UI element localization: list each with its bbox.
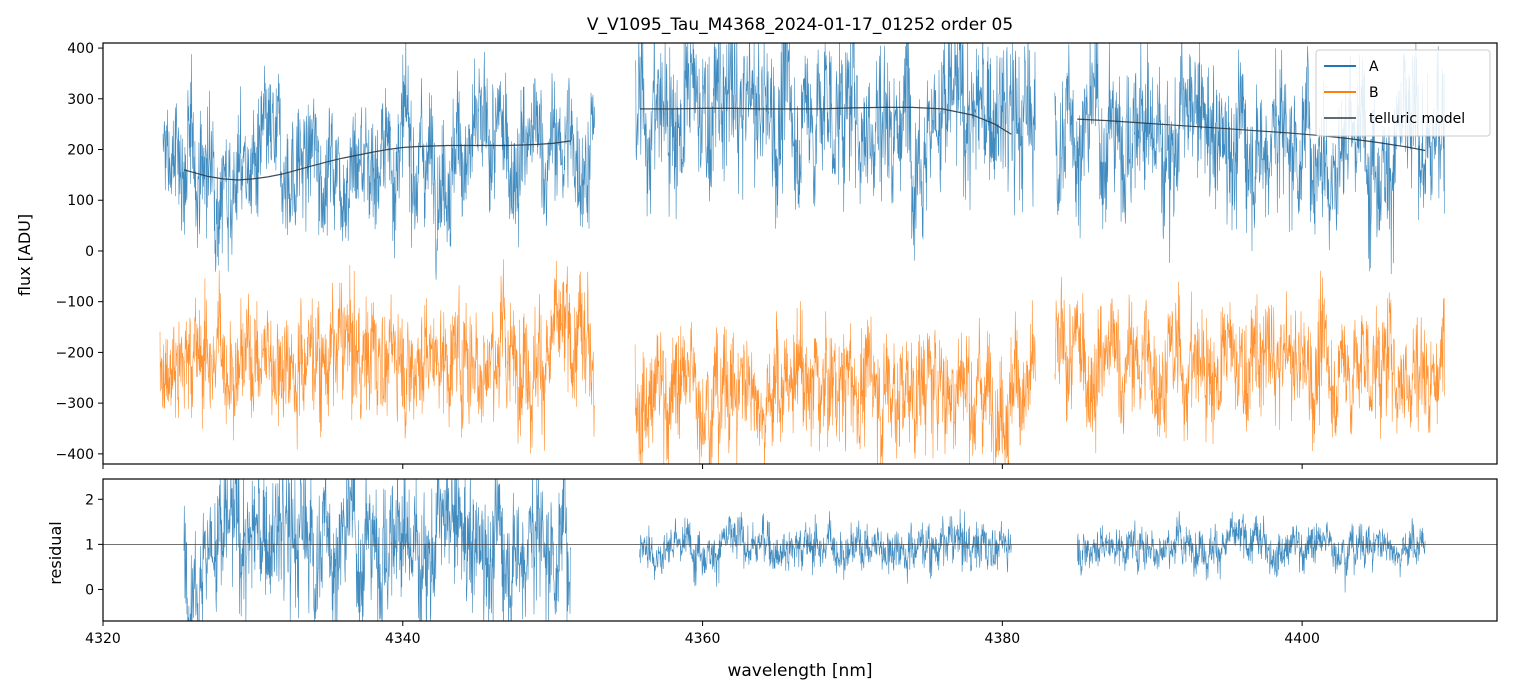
- flux-y-tick-label: 400: [67, 41, 94, 57]
- x-tick-label: 4340: [385, 631, 421, 647]
- residual-axes-frame: [102, 478, 1498, 622]
- telluric-model-segment-1: [183, 140, 571, 181]
- legend-box: [1315, 49, 1491, 137]
- legend: A B telluric model: [1315, 49, 1491, 137]
- residual-plot-area: [103, 479, 1497, 621]
- residual-segment-2: [639, 509, 1012, 587]
- series-b-segment-3: [1054, 270, 1445, 454]
- flux-y-tick-label: 300: [67, 92, 94, 108]
- flux-y-tick-label: −100: [56, 295, 94, 311]
- series-a-segment-1: [162, 43, 595, 280]
- legend-label-a: A: [1369, 59, 1379, 75]
- flux-panel: −400 −300 −200 −100 0 100 200 300 400 flux [ADU]…: [15, 41, 1498, 469]
- residual-segment-3: [1077, 511, 1426, 593]
- telluric-model-segment-2: [639, 106, 1012, 135]
- series-a-segment-3: [1054, 43, 1445, 275]
- flux-x-ticks: [102, 464, 1303, 469]
- flux-y-tick-label: −200: [56, 345, 94, 361]
- flux-y-tick-label: −300: [56, 396, 94, 412]
- telluric-model-segment-3: [1077, 118, 1426, 152]
- flux-plot-area: [159, 43, 1445, 464]
- x-axis-label: wavelength [nm]: [727, 661, 872, 681]
- residual-panel: 0 1 2 4320 4340 4360 4380 4400 residual wavele…: [46, 478, 1498, 681]
- residual-y-ticks: 0 1 2: [85, 492, 103, 598]
- flux-axes-frame: [102, 42, 1498, 465]
- flux-y-tick-label: 100: [67, 193, 94, 209]
- residual-segment-1: [183, 479, 571, 621]
- residual-x-ticks: 4320 4340 4360 4380 4400: [85, 621, 1320, 647]
- flux-y-ticks: −400 −300 −200 −100 0 100 200 300 400: [56, 41, 103, 463]
- legend-label-telluric: telluric model: [1369, 111, 1465, 127]
- legend-label-b: B: [1369, 85, 1379, 101]
- residual-y-axis-label: residual: [46, 521, 65, 584]
- series-a-segment-2: [634, 43, 1036, 261]
- x-tick-label: 4380: [985, 631, 1021, 647]
- chart-title: V_V1095_Tau_M4368_2024-01-17_01252 order…: [587, 15, 1013, 35]
- x-tick-label: 4360: [685, 631, 721, 647]
- flux-y-tick-label: 0: [85, 244, 94, 260]
- residual-y-tick-label: 1: [85, 537, 94, 553]
- residual-y-tick-label: 2: [85, 492, 94, 508]
- x-tick-label: 4320: [85, 631, 121, 647]
- x-tick-label: 4400: [1284, 631, 1320, 647]
- series-b-segment-2: [634, 300, 1036, 464]
- flux-y-tick-label: 200: [67, 143, 94, 159]
- residual-y-tick-label: 0: [85, 582, 94, 598]
- flux-y-tick-label: −400: [56, 447, 94, 463]
- series-b-segment-1: [159, 259, 595, 454]
- flux-y-axis-label: flux [ADU]: [15, 214, 34, 296]
